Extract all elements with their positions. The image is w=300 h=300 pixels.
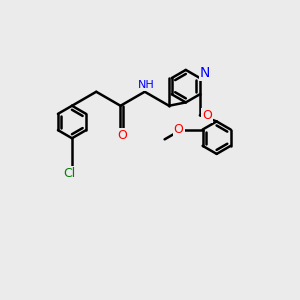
Text: Cl: Cl xyxy=(63,167,75,180)
Text: N: N xyxy=(200,66,210,80)
Text: O: O xyxy=(118,129,128,142)
Text: NH: NH xyxy=(138,80,155,90)
Text: O: O xyxy=(202,109,212,122)
Text: O: O xyxy=(174,123,184,136)
